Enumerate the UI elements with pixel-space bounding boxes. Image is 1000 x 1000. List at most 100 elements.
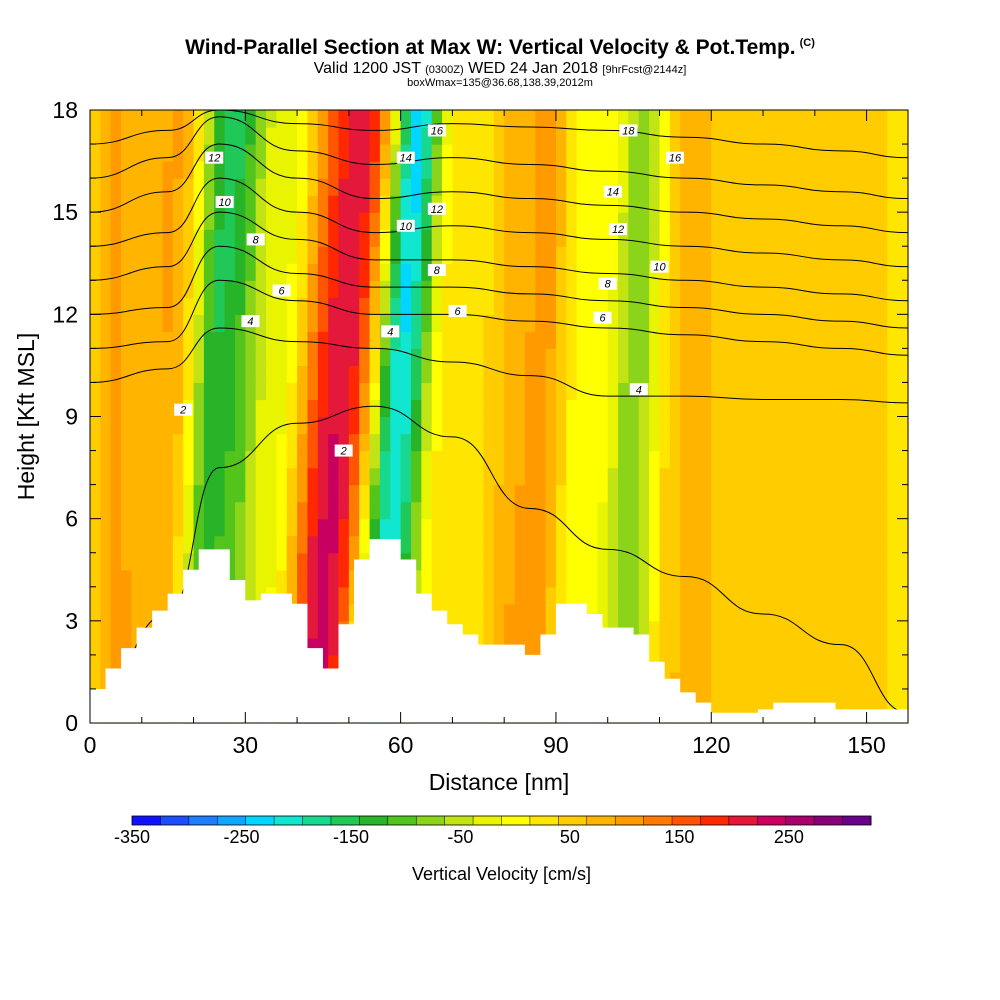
contour-label-box	[448, 304, 467, 317]
velocity-cell	[597, 382, 609, 401]
velocity-cell	[618, 603, 630, 622]
velocity-cell	[794, 518, 806, 537]
velocity-cell	[359, 501, 371, 520]
velocity-cell	[597, 467, 609, 486]
velocity-cell	[203, 229, 215, 247]
velocity-cell	[193, 450, 205, 469]
velocity-cell	[587, 518, 598, 537]
velocity-cell	[659, 450, 671, 469]
velocity-cell	[369, 297, 381, 315]
velocity-cell	[255, 365, 267, 384]
velocity-cell	[421, 195, 433, 213]
velocity-cell	[700, 586, 712, 605]
velocity-cell	[845, 620, 857, 639]
velocity-cell	[763, 637, 774, 656]
velocity-cell	[224, 518, 236, 537]
y-tick-label: 12	[52, 301, 78, 327]
velocity-cell	[731, 586, 743, 605]
velocity-cell	[504, 382, 516, 401]
velocity-cell	[317, 620, 329, 639]
velocity-cell	[856, 246, 868, 264]
y-tick-label: 6	[65, 506, 78, 532]
velocity-cell	[162, 399, 174, 418]
velocity-cell	[545, 399, 557, 418]
velocity-cell	[845, 297, 857, 315]
velocity-cell	[700, 603, 712, 622]
velocity-cell	[876, 365, 888, 384]
velocity-cell	[255, 501, 267, 520]
velocity-cell	[628, 110, 640, 128]
velocity-cell	[152, 569, 164, 588]
velocity-cell	[856, 416, 868, 435]
velocity-cell	[649, 518, 661, 537]
velocity-cell	[794, 297, 806, 315]
velocity-cell	[814, 620, 826, 639]
velocity-cell	[286, 110, 298, 128]
velocity-cell	[452, 263, 464, 281]
chart-title: Wind-Parallel Section at Max W: Vertical…	[0, 36, 1000, 60]
velocity-cell	[555, 195, 567, 213]
velocity-cell	[307, 603, 319, 622]
velocity-cell	[431, 280, 443, 298]
velocity-cell	[431, 433, 443, 452]
velocity-cell	[721, 161, 733, 179]
velocity-cell	[804, 246, 816, 264]
velocity-cell	[866, 110, 878, 128]
velocity-cell	[773, 637, 785, 656]
velocity-cell	[110, 484, 122, 503]
velocity-cell	[504, 450, 516, 469]
velocity-cell	[649, 246, 661, 264]
velocity-cell	[669, 467, 681, 486]
velocity-cell	[369, 382, 381, 401]
velocity-cell	[193, 212, 205, 230]
velocity-cell	[711, 518, 723, 537]
velocity-cell	[110, 195, 122, 213]
velocity-cell	[431, 518, 443, 537]
velocity-cell	[897, 501, 909, 520]
velocity-cell	[317, 467, 329, 486]
velocity-cell	[110, 586, 122, 605]
velocity-cell	[483, 399, 495, 418]
velocity-cell	[866, 671, 878, 690]
velocity-cell	[576, 586, 588, 605]
velocity-cell	[234, 399, 246, 418]
velocity-cell	[576, 569, 588, 588]
velocity-cell	[245, 484, 257, 503]
velocity-cell	[152, 416, 164, 435]
velocity-cell	[328, 144, 340, 162]
velocity-cell	[504, 569, 516, 588]
velocity-cell	[555, 348, 567, 367]
velocity-cell	[700, 280, 712, 298]
velocity-cell	[234, 178, 246, 196]
velocity-cell	[535, 348, 547, 367]
velocity-cell	[141, 399, 153, 418]
velocity-cell	[731, 552, 743, 571]
velocity-cell	[90, 450, 101, 469]
velocity-cell	[224, 297, 236, 315]
velocity-cell	[887, 365, 899, 384]
velocity-cell	[266, 246, 277, 264]
velocity-cell	[183, 331, 195, 349]
velocity-cell	[348, 484, 360, 503]
velocity-cell	[566, 178, 578, 196]
velocity-cell	[493, 586, 505, 605]
velocity-cell	[431, 416, 443, 435]
velocity-cell	[90, 161, 101, 179]
velocity-cell	[90, 501, 101, 520]
velocity-cell	[545, 297, 557, 315]
velocity-cell	[369, 433, 381, 452]
velocity-cell	[856, 178, 868, 196]
velocity-cell	[255, 195, 267, 213]
velocity-cell	[597, 110, 609, 128]
velocity-cell	[876, 331, 888, 349]
velocity-cell	[90, 586, 101, 605]
velocity-cell	[276, 314, 288, 332]
velocity-cell	[638, 518, 650, 537]
contour-label-box	[593, 311, 612, 324]
velocity-cell	[845, 467, 857, 486]
velocity-cell	[700, 365, 712, 384]
velocity-cell	[224, 110, 236, 128]
velocity-cell	[680, 365, 692, 384]
velocity-cell	[535, 518, 547, 537]
velocity-cell	[566, 280, 578, 298]
